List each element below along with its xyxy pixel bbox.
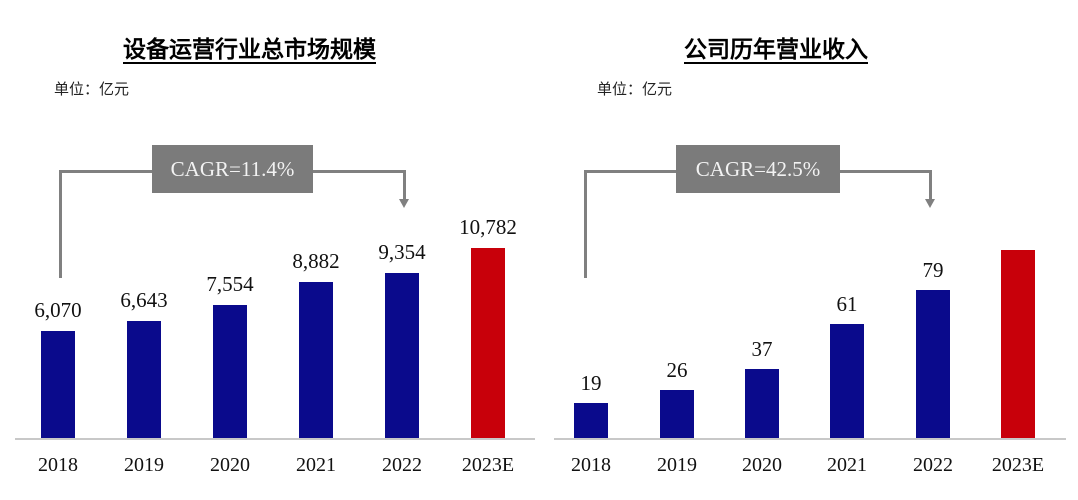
arrow-down-icon bbox=[399, 199, 409, 208]
bar-2021 bbox=[830, 324, 864, 439]
x-axis-line bbox=[554, 438, 1066, 440]
x-tick-label: 2020 bbox=[210, 454, 250, 476]
value-label: 19 bbox=[580, 371, 602, 395]
x-tick-label: 2019 bbox=[657, 454, 697, 476]
cagr-badge: CAGR=42.5% bbox=[676, 145, 840, 193]
chart-market-size: 设备运营行业总市场规模 单位：亿元 CAGR=11.4% 6,070 6,643… bbox=[15, 37, 535, 476]
x-tick-label: 2020 bbox=[742, 454, 782, 476]
bar-2020 bbox=[745, 369, 779, 439]
value-label: 79 bbox=[922, 258, 944, 282]
bar-2022 bbox=[385, 273, 419, 439]
x-axis-line bbox=[15, 438, 535, 440]
value-label: 7,554 bbox=[206, 272, 254, 296]
cagr-bracket-right-vertical bbox=[403, 170, 406, 200]
value-label: 6,643 bbox=[120, 288, 168, 312]
chart-title: 公司历年营业收入 bbox=[684, 37, 868, 63]
bar-2021 bbox=[299, 282, 333, 439]
x-tick-label: 2018 bbox=[571, 454, 611, 476]
value-label: 9,354 bbox=[378, 240, 426, 264]
x-tick-label: 2022 bbox=[382, 454, 422, 476]
unit-label: 单位：亿元 bbox=[54, 80, 130, 98]
bar-2022 bbox=[916, 290, 950, 439]
cagr-badge: CAGR=11.4% bbox=[152, 145, 313, 193]
value-label: 10,782 bbox=[459, 215, 517, 239]
value-label: 26 bbox=[666, 358, 688, 382]
chart-title: 设备运营行业总市场规模 bbox=[123, 37, 376, 63]
x-tick-label: 2022 bbox=[913, 454, 953, 476]
cagr-bracket-right-vertical bbox=[929, 170, 932, 200]
value-label: 37 bbox=[751, 337, 773, 361]
x-tick-label: 2023E bbox=[991, 454, 1045, 476]
value-label: 61 bbox=[836, 292, 858, 316]
bar-2019 bbox=[127, 321, 161, 439]
x-tick-label: 2018 bbox=[38, 454, 78, 476]
bar-2023e bbox=[471, 248, 505, 439]
bar-2020 bbox=[213, 305, 247, 439]
bar-2018 bbox=[41, 331, 75, 439]
cagr-bracket-left-horizontal bbox=[59, 170, 153, 173]
cagr-bracket-left-horizontal bbox=[584, 170, 677, 173]
value-label: 8,882 bbox=[292, 249, 340, 273]
x-tick-label: 2021 bbox=[296, 454, 336, 476]
unit-label: 单位：亿元 bbox=[597, 80, 673, 98]
cagr-bracket-left-vertical bbox=[59, 170, 62, 278]
cagr-bracket-right-horizontal bbox=[312, 170, 406, 173]
x-tick-label: 2021 bbox=[827, 454, 867, 476]
cagr-bracket-right-horizontal bbox=[839, 170, 932, 173]
value-label: 6,070 bbox=[34, 298, 82, 322]
x-tick-label: 2023E bbox=[461, 454, 515, 476]
x-tick-label: 2019 bbox=[124, 454, 164, 476]
bar-2019 bbox=[660, 390, 694, 439]
bar-2023e bbox=[1001, 250, 1035, 439]
arrow-down-icon bbox=[925, 199, 935, 208]
cagr-bracket-left-vertical bbox=[584, 170, 587, 278]
bar-2018 bbox=[574, 403, 608, 439]
